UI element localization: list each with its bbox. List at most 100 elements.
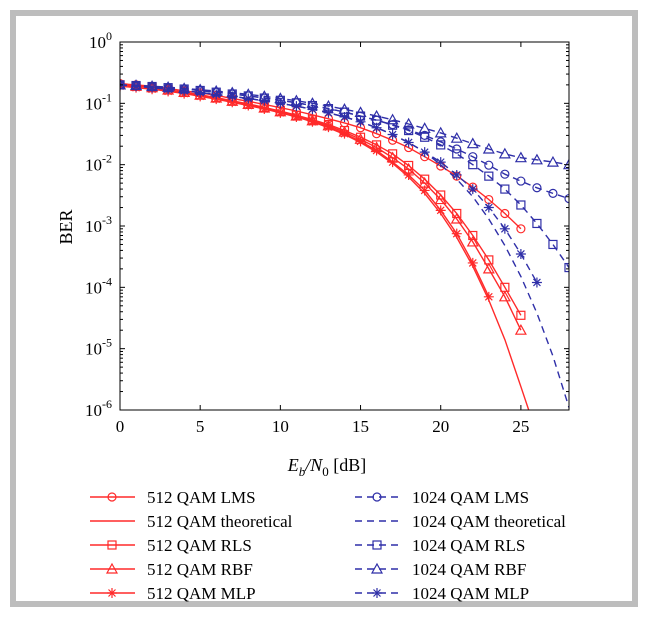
- series-point: [435, 205, 446, 216]
- series-line: [120, 84, 522, 316]
- x-label-unit: [dB]: [329, 455, 367, 475]
- legend-marker: [107, 540, 117, 550]
- series-512-qam-rbf: [120, 78, 527, 335]
- legend-label: 1024 QAM RBF: [412, 560, 526, 579]
- series-point: [323, 122, 334, 133]
- series-point: [404, 125, 414, 136]
- legend-marker: [372, 588, 382, 598]
- y-tick-label: 10-5: [85, 336, 112, 359]
- legend-item: 512 QAM theoretical: [90, 512, 293, 531]
- legend-label: 512 QAM RLS: [147, 536, 252, 555]
- legend-label: 1024 QAM MLP: [412, 584, 529, 603]
- series-point: [227, 97, 238, 108]
- series-point: [483, 291, 494, 302]
- series-point: [131, 81, 142, 92]
- legend-item: 512 QAM LMS: [90, 488, 256, 507]
- series-point: [484, 160, 494, 170]
- series-point: [484, 171, 494, 181]
- series-point: [452, 144, 462, 154]
- series-512-qam-lms: [120, 78, 526, 234]
- series-point: [420, 132, 430, 142]
- legend-marker: [105, 562, 119, 574]
- series-point: [482, 262, 495, 274]
- series-1024-qam-lms: [120, 80, 569, 204]
- legend-item: 1024 QAM RLS: [355, 536, 525, 555]
- legend-label: 512 QAM theoretical: [147, 512, 293, 531]
- series-point: [451, 228, 462, 239]
- legend-item: 512 QAM RBF: [90, 560, 253, 579]
- legend-label: 512 QAM LMS: [147, 488, 256, 507]
- series-point: [354, 106, 367, 118]
- series-point: [388, 120, 398, 130]
- series-point: [386, 113, 399, 125]
- series-point: [403, 137, 414, 148]
- series-point: [498, 147, 511, 159]
- series-point: [516, 224, 526, 234]
- series-point: [483, 202, 494, 213]
- legend-item: 512 QAM RLS: [90, 536, 252, 555]
- series-point: [499, 223, 510, 234]
- series-point: [403, 169, 414, 180]
- x-tick-label: 0: [116, 417, 125, 436]
- series-point: [564, 262, 569, 273]
- series-point: [500, 208, 510, 219]
- x-tick-label: 10: [272, 417, 289, 436]
- series-point: [435, 157, 446, 168]
- series-point: [291, 111, 302, 122]
- series-point: [370, 109, 383, 121]
- legend-item: 1024 QAM theoretical: [355, 512, 566, 531]
- series-point: [275, 107, 286, 118]
- curves-layer: [120, 78, 569, 410]
- series-point: [355, 136, 366, 147]
- series-point: [450, 131, 463, 143]
- series-point: [434, 126, 447, 138]
- legend-marker: [372, 540, 382, 550]
- series-point: [195, 87, 206, 98]
- series-point: [387, 129, 398, 140]
- legend-label: 512 QAM MLP: [147, 584, 256, 603]
- series-point: [514, 323, 527, 335]
- series-point: [531, 277, 542, 288]
- series-point: [498, 290, 511, 302]
- series-point: [291, 101, 302, 112]
- series-point: [243, 100, 254, 111]
- series-point: [371, 122, 382, 133]
- series-point: [532, 218, 542, 229]
- series-point: [451, 169, 462, 180]
- series-1024-qam-rls: [120, 80, 569, 273]
- series-point: [339, 128, 350, 139]
- series-point: [564, 193, 569, 204]
- series-point: [516, 200, 526, 210]
- legend-label: 1024 QAM RLS: [412, 536, 525, 555]
- y-tick-label: 100: [89, 29, 112, 52]
- series-point: [259, 95, 270, 106]
- y-tick-label: 10-3: [85, 213, 112, 236]
- legend-label: 512 QAM RBF: [147, 560, 253, 579]
- series-point: [516, 176, 526, 186]
- series-point: [355, 116, 366, 127]
- x-label-e: E: [287, 455, 299, 475]
- series-point: [419, 147, 430, 158]
- series-point: [516, 310, 526, 320]
- series-point: [147, 82, 158, 93]
- series-point: [371, 145, 382, 156]
- series-point: [500, 169, 510, 179]
- tick-labels-layer: 0 5 10 15 20 25 100 10-1 10-2 10-3 10-4 10-5 10-6: [85, 29, 529, 436]
- series-point: [418, 122, 431, 134]
- y-tick-label: 10-1: [85, 90, 112, 113]
- legend-marker: [370, 562, 384, 574]
- series-point: [227, 91, 238, 102]
- legend-marker: [107, 492, 117, 502]
- series-point: [530, 153, 543, 165]
- series-point: [532, 183, 542, 193]
- series-point: [259, 103, 270, 114]
- legend-label: 1024 QAM theoretical: [412, 512, 566, 531]
- legend-marker: [107, 588, 117, 598]
- series-point: [467, 184, 478, 195]
- series-point: [466, 235, 479, 247]
- legend-item: 1024 QAM RBF: [355, 560, 526, 579]
- series-1024-qam-mlp: [120, 79, 542, 288]
- series-point: [467, 257, 478, 268]
- series-point: [515, 248, 526, 259]
